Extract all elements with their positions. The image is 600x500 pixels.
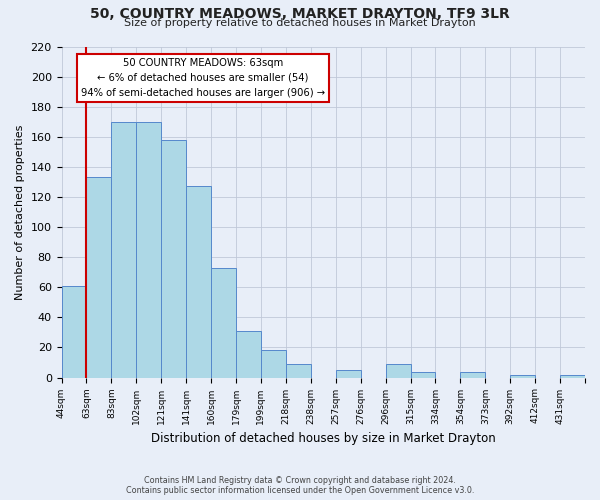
Bar bbox=[510, 374, 535, 378]
Bar bbox=[236, 331, 261, 378]
Bar bbox=[86, 178, 112, 378]
Bar bbox=[261, 350, 286, 378]
Bar bbox=[336, 370, 361, 378]
Bar bbox=[211, 268, 236, 378]
Bar bbox=[460, 372, 485, 378]
Bar bbox=[186, 186, 211, 378]
Bar bbox=[286, 364, 311, 378]
X-axis label: Distribution of detached houses by size in Market Drayton: Distribution of detached houses by size … bbox=[151, 432, 496, 445]
Bar bbox=[161, 140, 186, 378]
Bar bbox=[62, 286, 86, 378]
Bar bbox=[410, 372, 436, 378]
Bar bbox=[112, 122, 136, 378]
Text: 50, COUNTRY MEADOWS, MARKET DRAYTON, TF9 3LR: 50, COUNTRY MEADOWS, MARKET DRAYTON, TF9… bbox=[90, 8, 510, 22]
Text: Size of property relative to detached houses in Market Drayton: Size of property relative to detached ho… bbox=[124, 18, 476, 28]
Text: 50 COUNTRY MEADOWS: 63sqm
← 6% of detached houses are smaller (54)
94% of semi-d: 50 COUNTRY MEADOWS: 63sqm ← 6% of detach… bbox=[81, 58, 325, 98]
Bar bbox=[386, 364, 410, 378]
Y-axis label: Number of detached properties: Number of detached properties bbox=[15, 124, 25, 300]
Bar bbox=[560, 374, 585, 378]
Bar bbox=[136, 122, 161, 378]
Text: Contains HM Land Registry data © Crown copyright and database right 2024.
Contai: Contains HM Land Registry data © Crown c… bbox=[126, 476, 474, 495]
